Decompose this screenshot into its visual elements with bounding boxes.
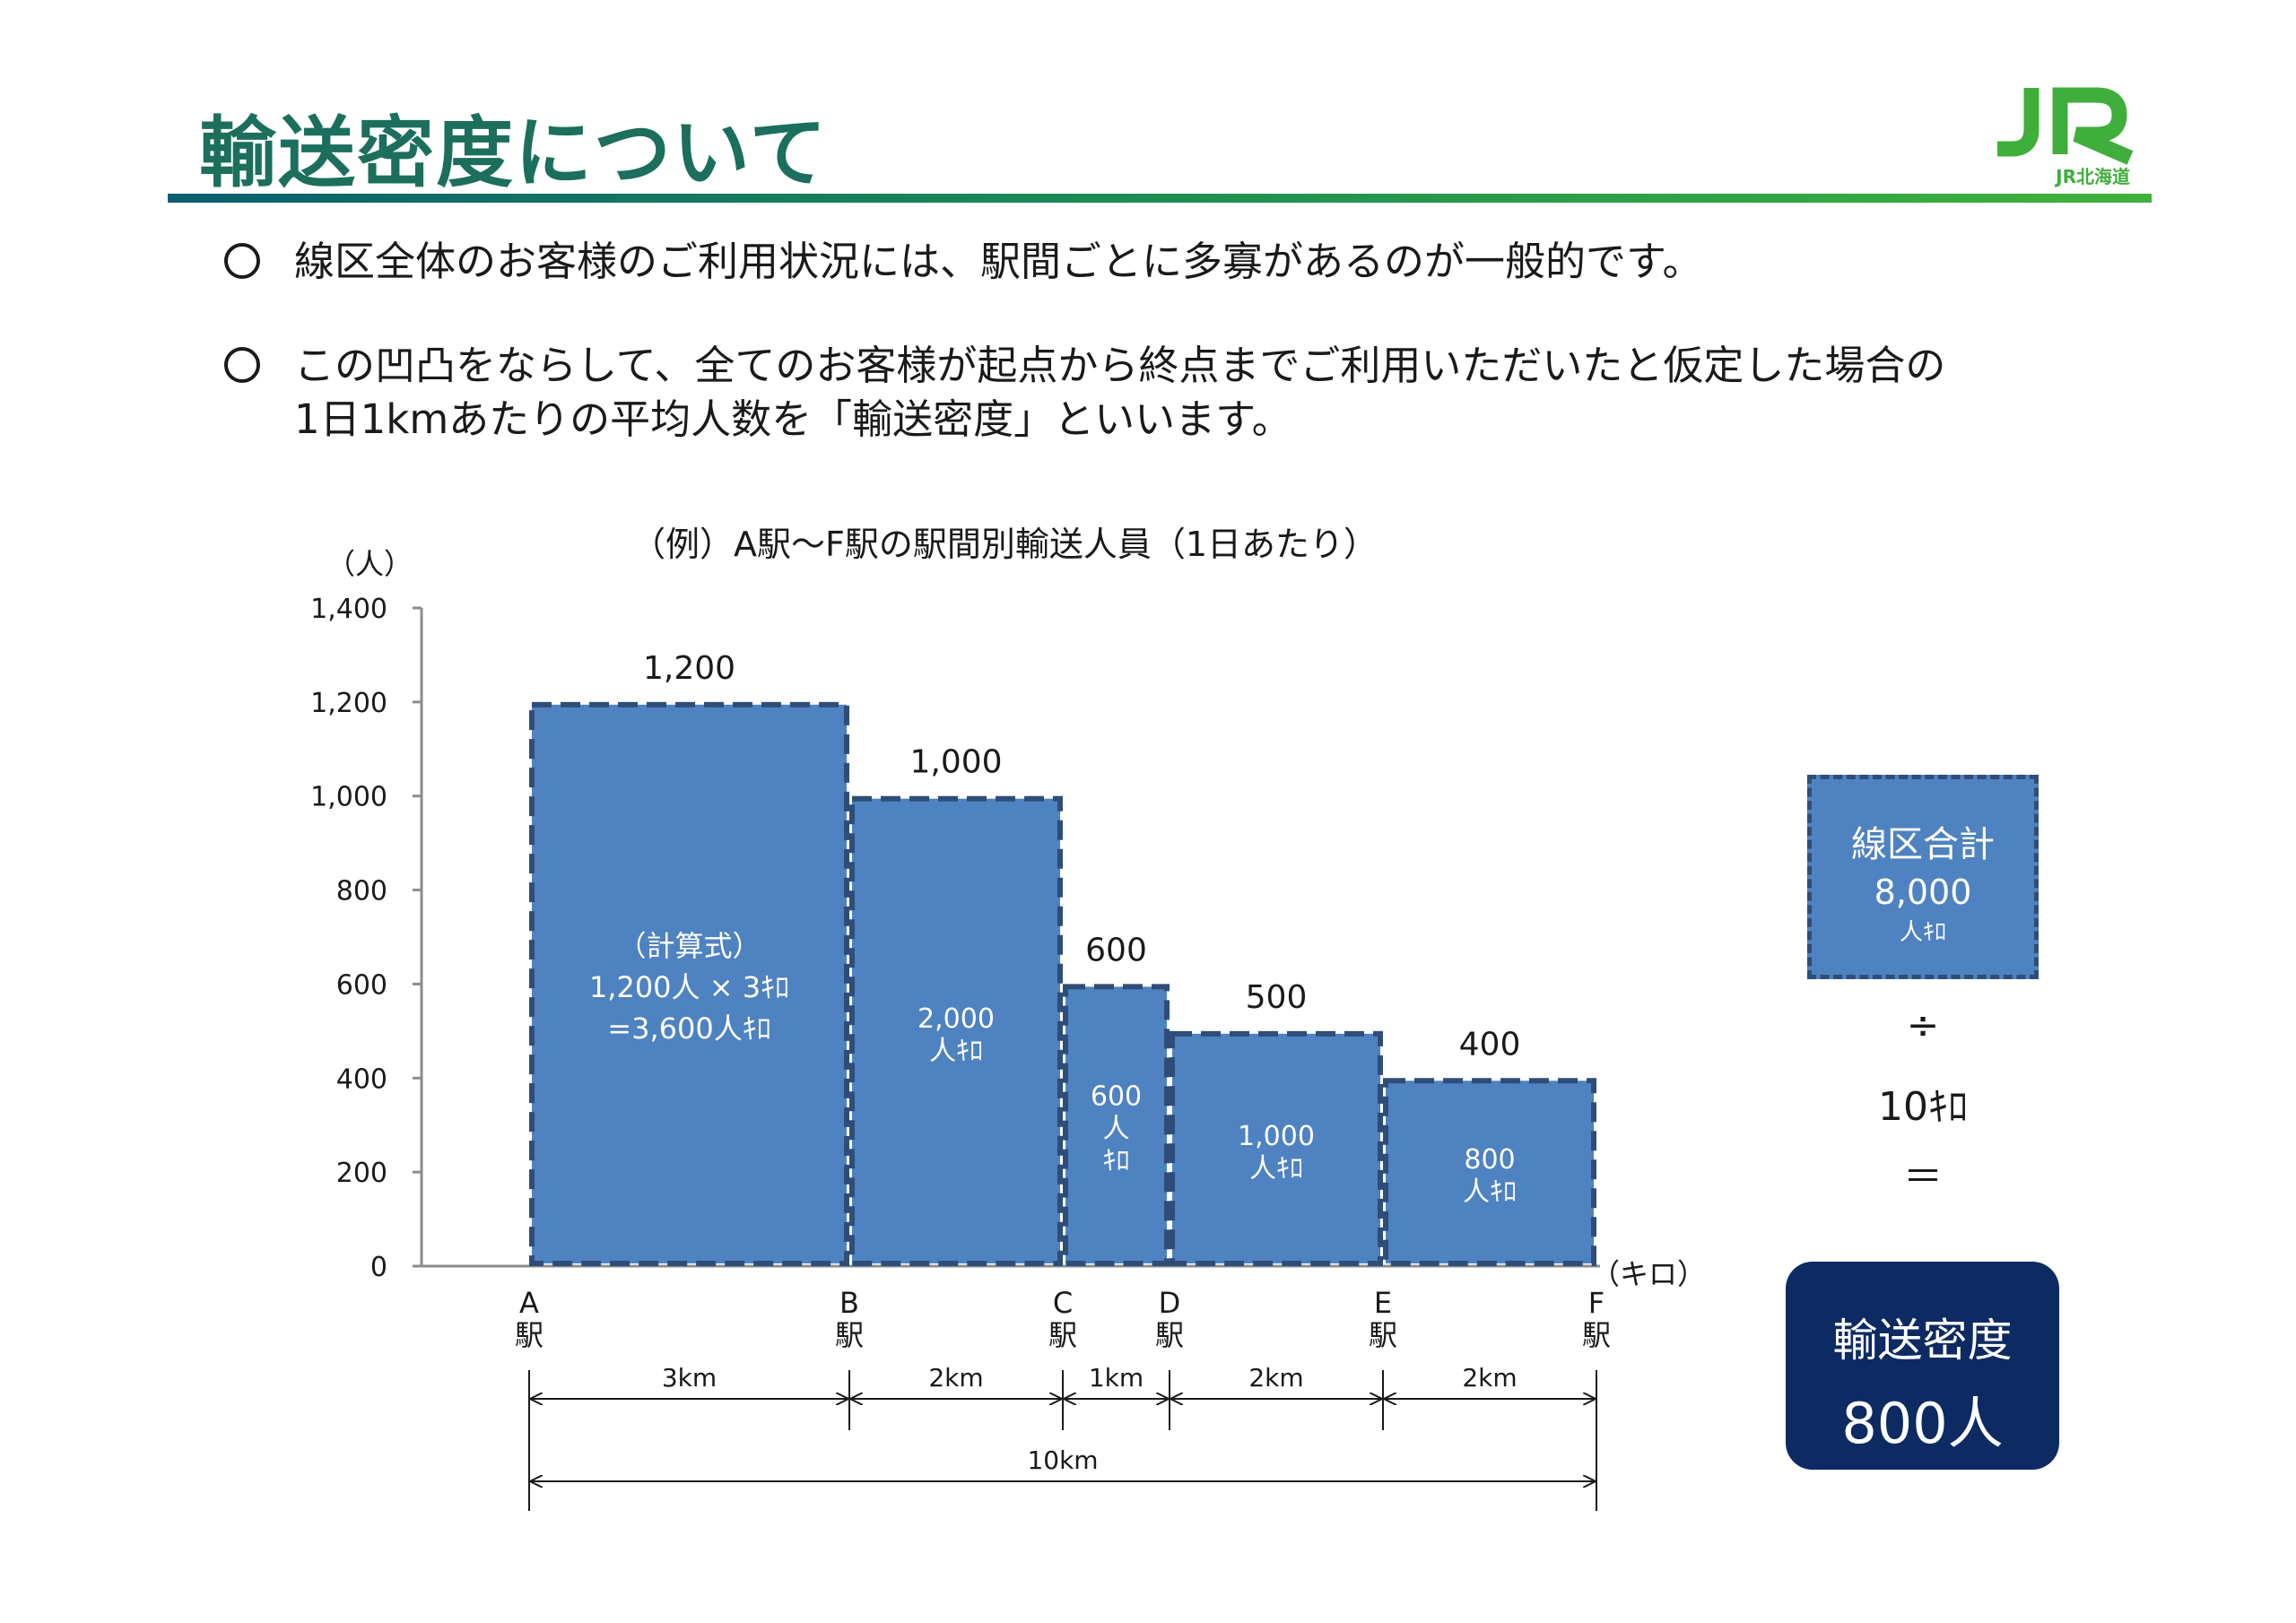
bar-value-label: 600 bbox=[1085, 932, 1147, 968]
bar-inner-label: ｷﾛ bbox=[1103, 1146, 1130, 1177]
bar-value-label: 400 bbox=[1459, 1026, 1521, 1063]
line-total-unit: 人ｷﾛ bbox=[1899, 919, 1946, 946]
station-kanji-b: 駅 bbox=[835, 1318, 864, 1352]
station-letter-b: B bbox=[839, 1286, 859, 1320]
bar-inner-label: 人 bbox=[1103, 1114, 1130, 1145]
station-letter-e: E bbox=[1374, 1286, 1392, 1320]
bar-inner-label: 1,000 bbox=[1238, 1121, 1315, 1152]
y-axis-label: （人） bbox=[326, 547, 413, 581]
bullet-item-1: 線区全体のお客様のご利用状況には、駅間ごとに多寡があるのが一般的です。 bbox=[224, 235, 1703, 289]
distance-label: 2km bbox=[1462, 1363, 1517, 1393]
bar-inner-label: 800 bbox=[1464, 1144, 1515, 1176]
bar-value-label: 1,200 bbox=[643, 650, 735, 687]
station-letter-f: F bbox=[1588, 1286, 1605, 1320]
chart-title: （例）A駅～F駅の駅間別輸送人員（1日あたり） bbox=[631, 525, 1378, 564]
distance-label: 3km bbox=[662, 1363, 717, 1393]
bar-inner-label: （計算式） bbox=[617, 929, 761, 963]
station-kanji-e: 駅 bbox=[1369, 1318, 1397, 1352]
page-title: 輸送密度について bbox=[199, 108, 829, 198]
distance-label: 1km bbox=[1089, 1363, 1144, 1393]
station-kanji-c: 駅 bbox=[1048, 1318, 1077, 1352]
bar-segment-ab bbox=[529, 701, 849, 1266]
y-tick-label: 1,000 bbox=[310, 782, 387, 813]
transport-density-result: 輸送密度 800人 bbox=[1786, 1262, 2059, 1470]
station-letter-c: C bbox=[1053, 1286, 1073, 1320]
bullet-item-2: この凹凸をならして、全てのお客様が起点から終点までご利用いただいたと仮定した場合… bbox=[224, 339, 1945, 447]
bar-inner-label: =3,600人ｷﾛ bbox=[607, 1011, 770, 1046]
bar-inner-label: 2,000 bbox=[918, 1003, 995, 1035]
bar-inner-label: 人ｷﾛ bbox=[1249, 1153, 1303, 1185]
y-tick-label: 1,400 bbox=[310, 594, 387, 625]
station-kanji-f: 駅 bbox=[1582, 1318, 1611, 1352]
total-distance-label: 10km bbox=[1027, 1445, 1098, 1475]
bar-inner-label: 1,200人 × 3ｷﾛ bbox=[589, 970, 789, 1004]
bar-segment-de bbox=[1170, 1030, 1383, 1267]
divide-sign: ÷ bbox=[1906, 1002, 1940, 1048]
result-value: 800人 bbox=[1841, 1391, 2004, 1456]
x-axis-label: （キロ） bbox=[1591, 1257, 1706, 1291]
line-total-box: 線区合計 8,000 人ｷﾛ bbox=[1807, 775, 2039, 979]
y-tick-label: 200 bbox=[336, 1158, 387, 1189]
y-tick-label: 400 bbox=[336, 1063, 387, 1095]
station-letter-a: A bbox=[519, 1286, 539, 1320]
bar-segment-bc bbox=[849, 795, 1063, 1266]
y-tick-label: 800 bbox=[336, 876, 387, 907]
jr-logo-mark bbox=[1997, 87, 2134, 165]
line-total-label: 線区合計 bbox=[1851, 824, 1995, 865]
distance-label: 2km bbox=[928, 1363, 983, 1393]
bar-inner-label: 人ｷﾛ bbox=[929, 1036, 983, 1067]
bullet-text-1: 線区全体のお客様のご利用状況には、駅間ごとに多寡があるのが一般的です。 bbox=[294, 238, 1703, 285]
station-kanji-a: 駅 bbox=[515, 1318, 544, 1352]
title-underline bbox=[168, 194, 2152, 203]
station-kanji-d: 駅 bbox=[1155, 1318, 1184, 1352]
bar-value-label: 1,000 bbox=[909, 744, 1002, 781]
equals-sign: ＝ bbox=[1903, 1154, 1943, 1200]
y-tick-label: 600 bbox=[336, 969, 387, 1001]
line-total-value: 8,000 bbox=[1874, 872, 1972, 912]
bar-inner-label: 人ｷﾛ bbox=[1463, 1176, 1517, 1208]
y-tick-label: 0 bbox=[370, 1252, 387, 1283]
station-letter-d: D bbox=[1159, 1286, 1181, 1320]
logo-text: JR北海道 bbox=[2054, 166, 2130, 187]
bar-segment-ef bbox=[1383, 1078, 1596, 1267]
y-tick-label: 1,200 bbox=[310, 688, 387, 719]
result-label: 輸送密度 bbox=[1832, 1315, 2013, 1367]
bullet-text-2a: この凹凸をならして、全てのお客様が起点から終点までご利用いただいたと仮定した場合… bbox=[294, 342, 1946, 389]
total-distance: 10ｷﾛ bbox=[1878, 1084, 1968, 1130]
bullet-text-2b: 1日1kmあたりの平均人数を「輸送密度」といいます。 bbox=[294, 395, 1292, 443]
bar-segment-cd bbox=[1063, 984, 1170, 1267]
distance-label: 2km bbox=[1248, 1363, 1303, 1393]
circle-bullet-icon bbox=[224, 243, 260, 279]
jr-hokkaido-logo: JR北海道 bbox=[1997, 87, 2134, 187]
bar-value-label: 500 bbox=[1246, 979, 1308, 1016]
bar-inner-label: 600 bbox=[1091, 1081, 1142, 1113]
circle-bullet-icon bbox=[224, 347, 260, 383]
